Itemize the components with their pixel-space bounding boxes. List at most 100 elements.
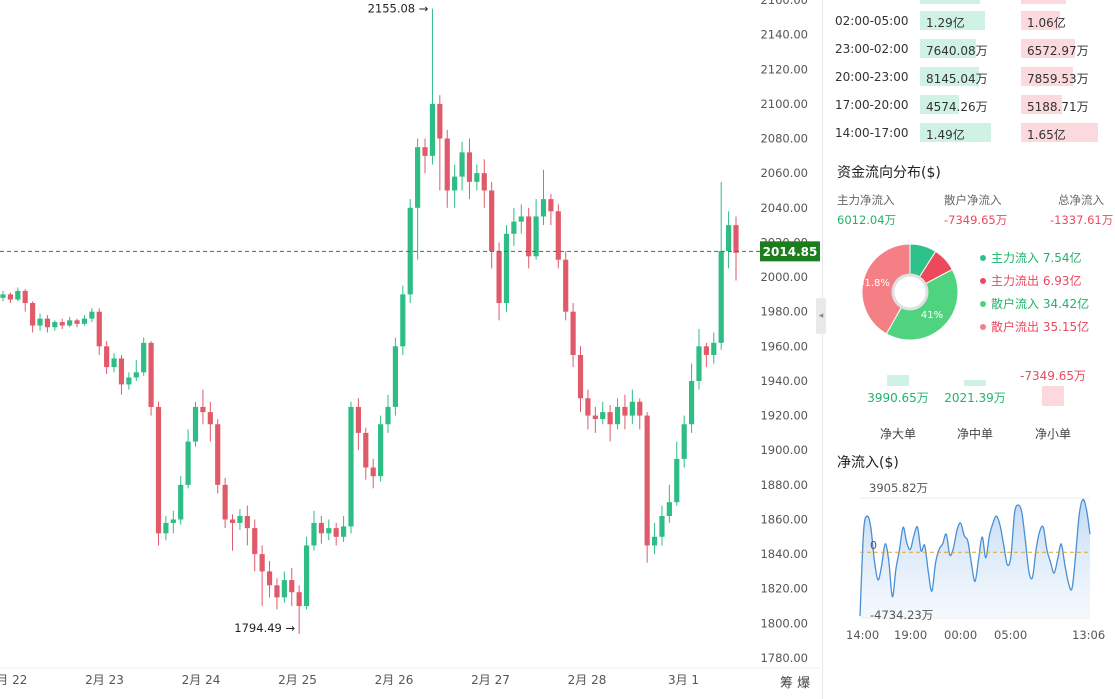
candle-body xyxy=(237,516,243,523)
net-ymin-label: -4734.23万 xyxy=(870,608,933,622)
period-row: 14:00-17:00 1.49亿 1.65亿 xyxy=(828,121,1115,145)
period-outflow: 6572.97万 xyxy=(1027,44,1089,58)
candle-body xyxy=(96,311,102,347)
candle-body xyxy=(726,225,732,252)
candle-body xyxy=(163,522,169,534)
candle-body xyxy=(126,377,132,385)
pie-hole xyxy=(891,273,929,311)
candle-body xyxy=(711,342,717,355)
collapse-panel-button[interactable]: ◂ xyxy=(816,298,826,334)
outflow-bar xyxy=(1021,11,1060,30)
period-inflow: 1.49亿 xyxy=(926,128,965,142)
legend-dot xyxy=(980,323,986,330)
candle-body xyxy=(577,354,584,399)
y-tick-label: 1860.00 xyxy=(760,512,808,526)
period-inflow: 7640.08万 xyxy=(926,44,988,58)
candle-body xyxy=(296,592,302,607)
legend-dot xyxy=(980,277,986,284)
candle-body xyxy=(207,412,213,425)
candle-body xyxy=(718,251,724,343)
candle-body xyxy=(533,216,539,257)
total-net-value: -1337.61万 xyxy=(1050,213,1114,227)
candle-body xyxy=(333,528,339,537)
net-x-tick: 19:00 xyxy=(894,628,928,642)
candle-body xyxy=(363,432,369,468)
candle-body xyxy=(274,585,280,598)
inflow-bar xyxy=(920,123,991,142)
candle-body xyxy=(185,441,191,485)
legend-dot xyxy=(980,300,986,307)
period-time: 20:00-23:00 xyxy=(835,70,909,84)
net-line xyxy=(859,498,1091,617)
legend-label: 散户流入 34.42亿 xyxy=(991,297,1090,311)
y-tick-label: 1820.00 xyxy=(760,582,808,596)
order-bar-value: 2021.39万 xyxy=(944,391,1006,405)
candle-body xyxy=(7,294,13,300)
candle-body xyxy=(141,342,147,373)
candle-body xyxy=(696,346,702,381)
period-inflow: 8145.04万 xyxy=(926,72,988,86)
order-bar-label: 净中单 xyxy=(956,427,993,441)
candle-body xyxy=(489,190,495,252)
y-tick-label: 2000.00 xyxy=(760,270,808,284)
period-outflow: 1.65亿 xyxy=(1027,128,1066,142)
candle-body xyxy=(400,294,406,347)
candle-body xyxy=(22,290,28,304)
low-price-label: 1794.49 → xyxy=(234,621,295,635)
candle-body xyxy=(378,424,384,477)
pie-slice xyxy=(861,243,911,335)
candle-body xyxy=(481,173,487,191)
legend-dot xyxy=(980,254,986,261)
candle-body xyxy=(644,415,650,546)
candle-body xyxy=(104,346,110,368)
net-inflow-chart[interactable]: 0 3905.82万 -4734.23万 xyxy=(828,478,1115,648)
candle-body xyxy=(111,358,117,368)
period-inflow: 4574.26万 xyxy=(926,100,988,114)
candle-body xyxy=(392,346,399,407)
chip-burst-icons[interactable]: 筹 爆 xyxy=(780,676,811,691)
legend-item: 散户流出 35.15亿 xyxy=(980,318,1089,334)
y-tick-label: 2040.00 xyxy=(760,201,808,215)
candle-body xyxy=(200,406,206,413)
outflow-bar xyxy=(1021,95,1062,114)
candle-body xyxy=(526,216,532,257)
candle-body xyxy=(674,458,680,503)
candle-body xyxy=(659,516,665,537)
outflow-bar xyxy=(1021,39,1075,58)
candle-body xyxy=(67,320,73,326)
y-tick-label: 1920.00 xyxy=(760,409,808,423)
candlestick-chart[interactable]: 2160.00 2140.00 2120.00 2100.00 2080.00 2060.… xyxy=(0,0,820,699)
order-bar-label: 净小单 xyxy=(1034,427,1071,441)
candle-body xyxy=(326,528,332,534)
candle-body xyxy=(563,259,569,312)
inflow-bar xyxy=(920,11,985,30)
candle-body xyxy=(178,484,184,520)
inflow-bar xyxy=(920,39,976,58)
candle-body xyxy=(474,173,480,182)
candle-body xyxy=(192,406,199,442)
flow-pie-chart[interactable]: 41.8% 41% xyxy=(858,240,962,344)
period-row: 20:00-23:00 8145.04万 7859.53万 xyxy=(828,65,1115,89)
price-chart[interactable]: 2160.00 2140.00 2120.00 2100.00 2080.00 2060.… xyxy=(0,0,820,699)
clipped-inflow-bar xyxy=(920,0,980,4)
period-time: 17:00-20:00 xyxy=(835,98,909,112)
period-inflow: 1.29亿 xyxy=(926,16,965,30)
period-row: 02:00-05:00 1.29亿 1.06亿 xyxy=(828,9,1115,33)
legend-item: 主力流出 6.93亿 xyxy=(980,272,1082,288)
pie-pct-right: 41% xyxy=(921,310,943,321)
period-row: 23:00-02:00 7640.08万 6572.97万 xyxy=(828,37,1115,61)
candle-body xyxy=(385,406,391,425)
candle-body xyxy=(148,342,154,407)
inflow-bar xyxy=(920,67,979,86)
y-tick-label: 1940.00 xyxy=(760,374,808,388)
x-tick-label: 2月 23 xyxy=(85,673,124,687)
current-price-badge xyxy=(760,241,820,262)
net-x-tick: 05:00 xyxy=(994,628,1028,642)
high-price-label: 2155.08 → xyxy=(368,2,429,16)
net-x-tick: 00:00 xyxy=(944,628,978,642)
candle-body xyxy=(303,545,310,607)
candle-body xyxy=(622,406,628,416)
order-bar xyxy=(887,375,909,386)
net-ymax-label: 3905.82万 xyxy=(869,481,928,495)
order-bar-value: 3990.65万 xyxy=(867,391,929,405)
